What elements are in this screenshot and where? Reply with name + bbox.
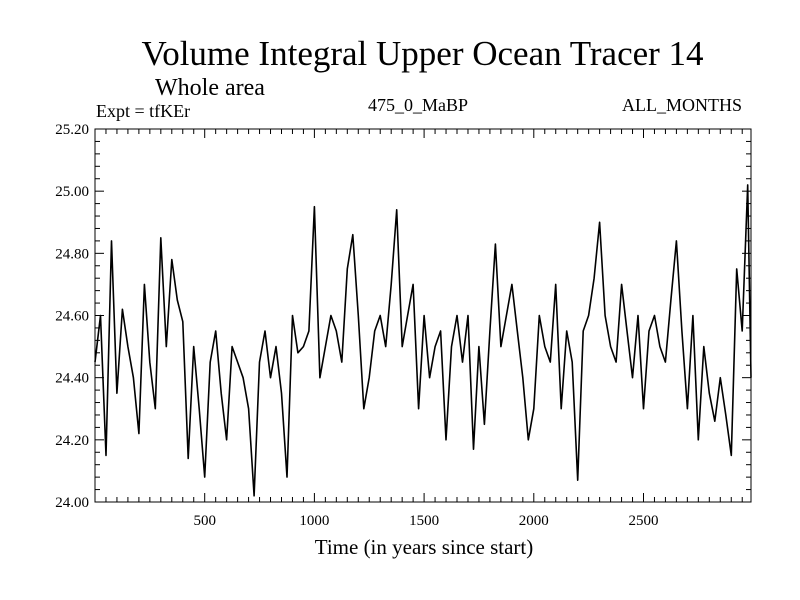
y-tick-label: 24.60 [55,309,89,325]
x-tick-label: 1500 [409,513,439,529]
x-tick-label: 1000 [299,513,329,529]
run-label: 475_0_MaBP [368,95,469,115]
y-tick-label: 24.80 [55,246,89,262]
chart-subtitle: Whole area [155,75,265,101]
y-axis: 24.00 24.20 24.40 24.60 24.80 25.00 25.20 [55,122,751,511]
y-tick-label: 24.40 [55,371,89,387]
x-axis: 500 1000 1500 2000 2500 [105,129,743,529]
period-label: ALL_MONTHS [622,95,742,115]
experiment-label: Expt = tfKEr [96,101,191,121]
x-tick-label: 2000 [519,513,549,529]
plot-frame [94,128,752,503]
y-tick-label: 25.20 [55,122,89,138]
x-tick-label: 500 [193,513,216,529]
y-tick-label: 24.20 [55,433,89,449]
chart-title: Volume Integral Upper Ocean Tracer 14 [141,34,704,73]
x-axis-label: Time (in years since start) [314,535,534,559]
x-tick-label: 2500 [628,513,658,529]
y-tick-label: 24.00 [55,495,89,511]
series-line [94,184,752,497]
y-tick-label: 25.00 [55,184,89,200]
